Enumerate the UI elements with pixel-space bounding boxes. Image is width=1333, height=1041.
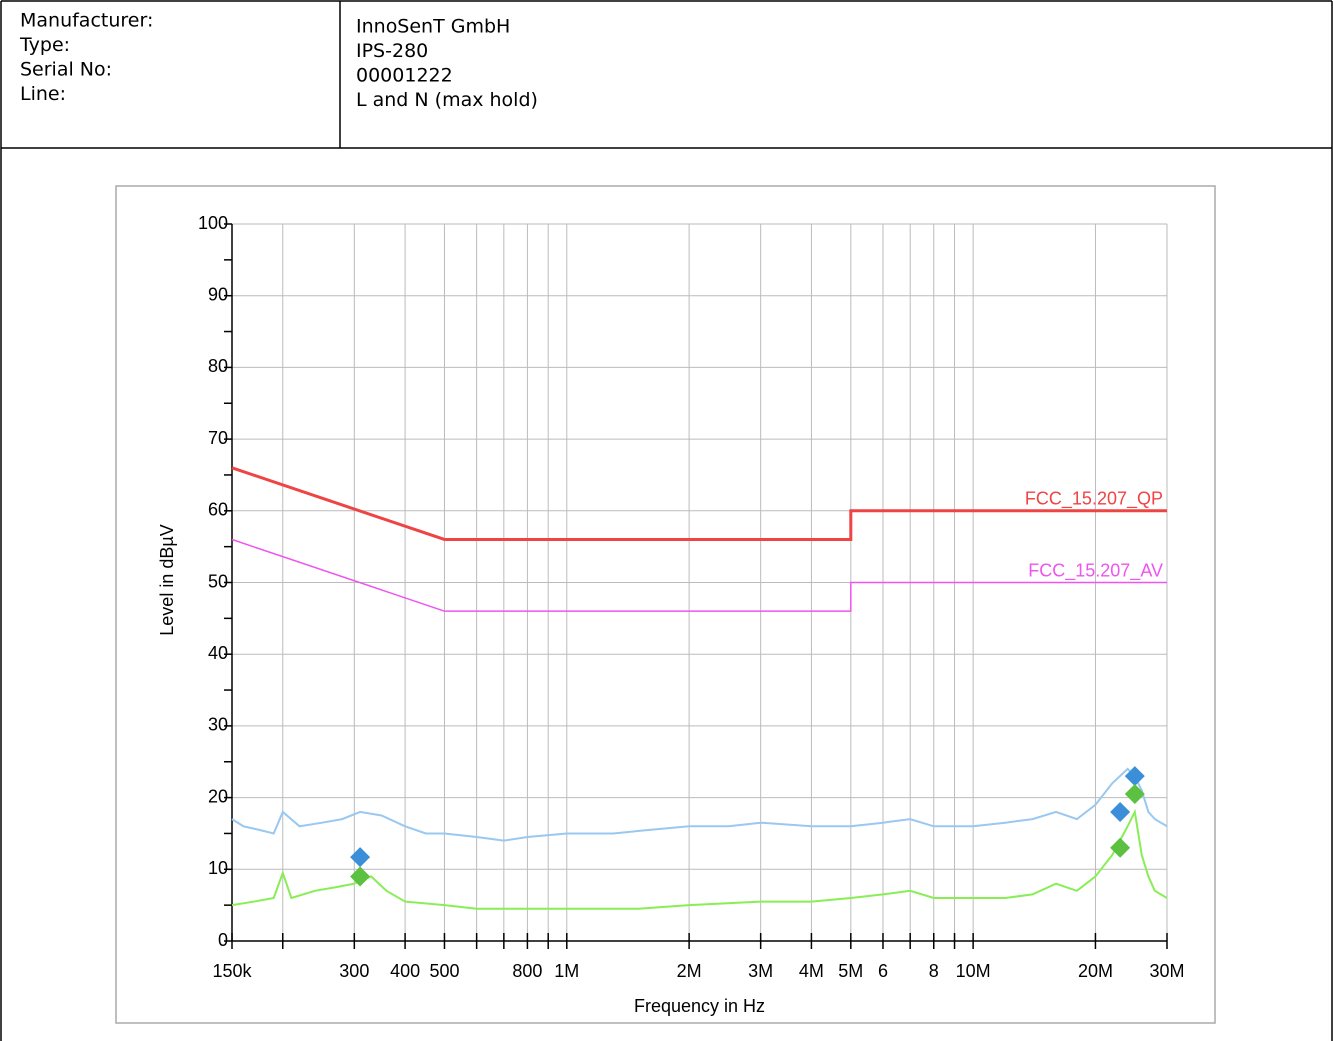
x-tick-label: 500 (429, 961, 459, 981)
x-axis-label: Frequency in Hz (634, 996, 765, 1016)
x-tick-label: 3M (748, 961, 773, 981)
y-tick-label: 80 (208, 356, 228, 376)
series-label: FCC_15.207_AV (1028, 560, 1163, 581)
x-tick-label: 10M (956, 961, 991, 981)
y-tick-label: 10 (208, 858, 228, 878)
marker (1124, 784, 1145, 805)
y-tick-label: 60 (208, 500, 228, 520)
y-tick-label: 50 (208, 571, 228, 591)
y-tick-label: 70 (208, 428, 228, 448)
x-tick-label: 150k (212, 961, 252, 981)
x-tick-label: 8 (929, 961, 939, 981)
series-line (231, 538, 1167, 612)
marker (1110, 837, 1131, 858)
field-value: L and N (max hold) (356, 89, 538, 111)
y-tick-label: 30 (208, 715, 228, 735)
x-tick-label: 4M (799, 961, 824, 981)
marker (350, 866, 371, 887)
y-tick-label: 20 (208, 786, 228, 806)
field-value: IPS-280 (356, 40, 428, 62)
x-tick-label: 30M (1149, 961, 1184, 981)
x-tick-label: 300 (339, 961, 369, 981)
x-tick-label: 20M (1078, 961, 1113, 981)
x-tick-label: 400 (390, 961, 420, 981)
x-tick-label: 1M (554, 961, 579, 981)
field-value: 00001222 (356, 65, 453, 87)
field-label: Type: (19, 34, 70, 56)
marker (1110, 801, 1131, 822)
field-label: Line: (20, 83, 66, 105)
marker (350, 847, 371, 868)
field-label: Manufacturer: (20, 10, 153, 32)
field-label: Serial No: (20, 59, 112, 81)
chart-box (115, 185, 1216, 1024)
marker (1124, 766, 1145, 787)
x-tick-label: 5M (838, 961, 863, 981)
field-value: InnoSenT GmbH (356, 16, 510, 38)
y-axis-label: Level in dBµV (157, 524, 177, 635)
y-tick-label: 90 (208, 284, 228, 304)
x-tick-label: 800 (512, 961, 542, 981)
x-tick-label: 6 (878, 961, 888, 981)
y-tick-label: 40 (208, 643, 228, 663)
y-tick-label: 0 (218, 930, 228, 950)
series-line (231, 466, 1167, 541)
series-label: FCC_15.207_QP (1025, 489, 1163, 510)
x-tick-label: 2M (677, 961, 702, 981)
series-line (231, 767, 1168, 842)
y-tick-label: 100 (198, 213, 228, 233)
